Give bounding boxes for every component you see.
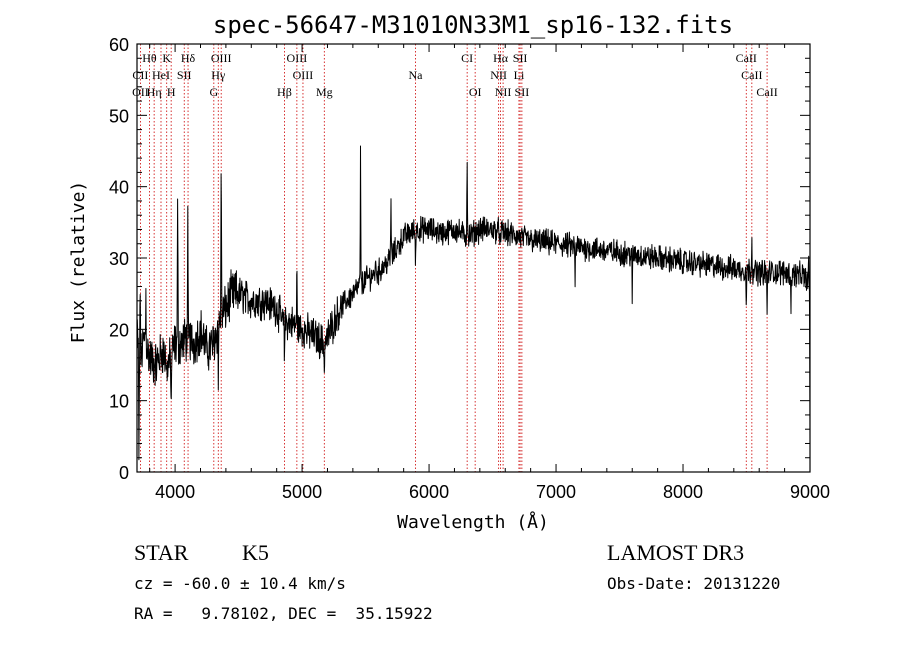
object-class: STAR bbox=[134, 540, 189, 565]
spectral-line-labels: Hθ K Hδ OIII OIII CI Hα SII CaII CII HeI SII Hγ OIII N… bbox=[132, 51, 778, 99]
spectral-line-label: NII bbox=[495, 85, 512, 99]
spectral-line-label: Hγ bbox=[211, 68, 226, 82]
y-tick-label: 30 bbox=[109, 249, 129, 269]
x-tick-label: 5000 bbox=[282, 482, 322, 502]
spectral-line-label: SII bbox=[515, 85, 530, 99]
redshift-cz: cz = -60.0 ± 10.4 km/s bbox=[134, 574, 346, 593]
spectral-line-label: H bbox=[167, 85, 176, 99]
spectral-line-label: SII bbox=[513, 51, 528, 65]
spectral-line-label: OIII bbox=[287, 51, 308, 65]
spectral-line-markers bbox=[140, 44, 768, 472]
sky-coordinates: RA = 9.78102, DEC = 35.15922 bbox=[134, 604, 433, 623]
object-subclass: K5 bbox=[242, 540, 269, 565]
spectral-line-label: OIII bbox=[293, 68, 314, 82]
spectral-line-label: CII bbox=[132, 68, 148, 82]
x-tick-label: 4000 bbox=[155, 482, 195, 502]
spectral-line-label: CaII bbox=[736, 51, 757, 65]
x-axis-label: Wavelength (Å) bbox=[397, 511, 549, 533]
spectral-line-label: OIII bbox=[211, 51, 232, 65]
spectral-line-label: OII bbox=[132, 85, 149, 99]
spectral-line-label: NII bbox=[490, 68, 507, 82]
survey-name: LAMOST DR3 bbox=[607, 540, 744, 565]
spectrum-line bbox=[136, 145, 811, 461]
spectral-line-label: Na bbox=[408, 68, 423, 82]
spectral-line-label: Hη bbox=[147, 85, 162, 99]
y-tick-label: 0 bbox=[119, 463, 129, 483]
y-tick-label: 60 bbox=[109, 35, 129, 55]
spectral-line-label: Hδ bbox=[181, 51, 196, 65]
spectral-line-label: HeI bbox=[152, 68, 170, 82]
spectral-line-label: Hβ bbox=[277, 85, 292, 99]
y-tick-label: 50 bbox=[109, 106, 129, 126]
spectral-line-label: Hθ bbox=[142, 51, 157, 65]
spectral-line-label: CaII bbox=[741, 68, 762, 82]
spectral-line-label: CaII bbox=[756, 85, 777, 99]
y-tick-label: 40 bbox=[109, 178, 129, 198]
spectral-line-label: Li bbox=[514, 68, 525, 82]
spectral-line-label: K bbox=[162, 51, 171, 65]
y-tick-label: 10 bbox=[109, 392, 129, 412]
x-tick-label: 6000 bbox=[409, 482, 449, 502]
spectral-line-label: Mg bbox=[316, 85, 333, 99]
x-tick-label: 8000 bbox=[663, 482, 703, 502]
spectral-line-label: G bbox=[209, 85, 218, 99]
observation-date: Obs-Date: 20131220 bbox=[607, 574, 780, 593]
axis-ticks: 4000 5000 6000 7000 8000 9000 0 10 20 30 40 50 60 bbox=[109, 35, 830, 502]
x-tick-label: 7000 bbox=[536, 482, 576, 502]
spectral-line-label: OI bbox=[469, 85, 482, 99]
spectral-line-label: CI bbox=[461, 51, 473, 65]
y-tick-label: 20 bbox=[109, 320, 129, 340]
y-axis-label: Flux (relative) bbox=[68, 181, 89, 344]
x-tick-label: 9000 bbox=[790, 482, 830, 502]
spectral-line-label: SII bbox=[177, 68, 192, 82]
chart-title: spec-56647-M31010N33M1_sp16-132.fits bbox=[213, 11, 733, 39]
spectral-line-label: Hα bbox=[493, 51, 509, 65]
